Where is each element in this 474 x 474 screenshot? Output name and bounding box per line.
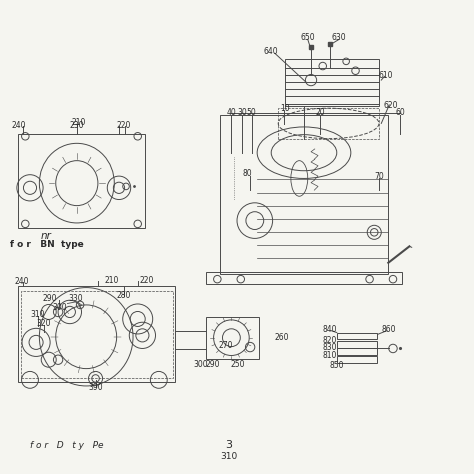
Text: 290: 290 (43, 294, 57, 303)
Text: 260: 260 (274, 333, 289, 342)
Text: 220: 220 (140, 275, 154, 284)
Text: 210: 210 (105, 275, 119, 284)
Text: 240: 240 (15, 277, 29, 286)
Text: 310: 310 (220, 452, 237, 461)
Bar (337, 341, 377, 347)
Text: 70: 70 (374, 172, 384, 181)
Text: f o r   BN  type: f o r BN type (9, 239, 83, 248)
Text: 390: 390 (88, 383, 103, 392)
Text: 300: 300 (52, 303, 67, 312)
Text: 810: 810 (323, 351, 337, 360)
Text: 620: 620 (383, 101, 398, 110)
Bar (206, 272, 402, 284)
Text: 270: 270 (219, 341, 233, 350)
Text: 290: 290 (205, 360, 220, 369)
Text: 840: 840 (322, 325, 337, 334)
Text: 300: 300 (194, 360, 208, 369)
Bar (219, 115, 388, 274)
Bar (18, 134, 145, 228)
Text: 210: 210 (72, 118, 86, 127)
Text: 30: 30 (237, 109, 247, 118)
Text: 820: 820 (323, 336, 337, 345)
Text: 250: 250 (230, 360, 245, 369)
Text: nr: nr (41, 231, 52, 241)
Text: 60: 60 (395, 109, 405, 118)
Bar (337, 356, 377, 363)
Bar (337, 348, 377, 355)
Bar (278, 108, 379, 138)
Text: 860: 860 (381, 325, 395, 334)
Text: 320: 320 (37, 319, 51, 328)
Bar (206, 317, 259, 359)
Text: f o r   D   t y   Pe: f o r D t y Pe (30, 441, 103, 450)
Bar (18, 286, 175, 382)
Text: 330: 330 (69, 294, 83, 303)
Text: 80: 80 (243, 169, 253, 178)
Text: 40: 40 (227, 109, 236, 118)
Text: 10: 10 (281, 104, 290, 113)
Text: 630: 630 (332, 34, 346, 43)
Text: 310: 310 (31, 310, 45, 319)
Text: 640: 640 (264, 47, 279, 56)
Text: 50: 50 (246, 109, 256, 118)
Text: 650: 650 (301, 34, 315, 43)
Text: 830: 830 (322, 343, 337, 352)
Text: 610: 610 (379, 71, 393, 80)
Text: 3: 3 (226, 440, 233, 450)
Bar (285, 59, 379, 106)
Text: 20: 20 (316, 109, 325, 118)
Text: 230: 230 (70, 121, 84, 130)
Text: 280: 280 (117, 291, 131, 300)
Bar (337, 333, 377, 339)
Text: 850: 850 (329, 361, 344, 370)
Text: 220: 220 (117, 121, 131, 130)
Text: 240: 240 (11, 121, 26, 130)
Bar (21, 291, 173, 377)
